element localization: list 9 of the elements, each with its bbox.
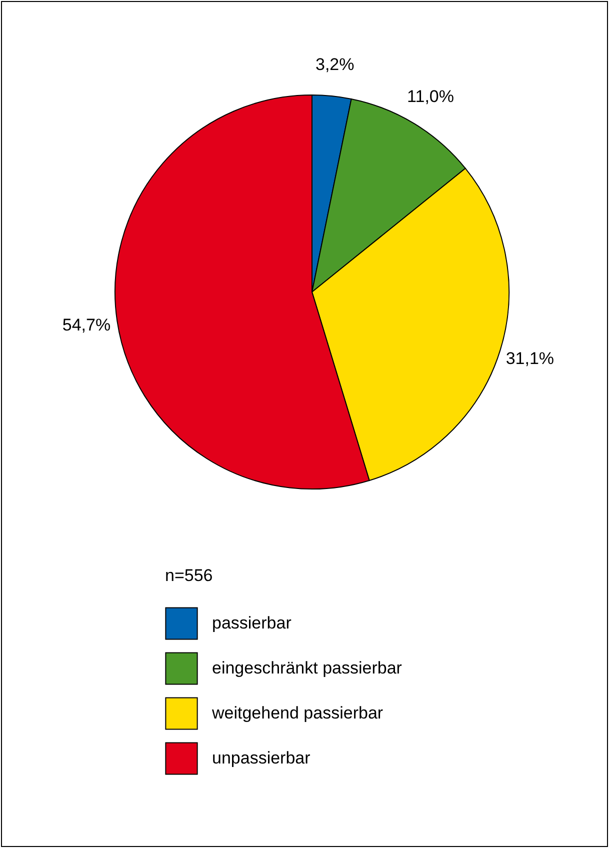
legend-label: passierbar <box>212 614 292 632</box>
legend-label: unpassierbar <box>212 748 311 768</box>
data-label: 54,7% <box>62 316 111 335</box>
legend-label: weitgehend passierbar <box>211 704 384 722</box>
data-label: 31,1% <box>506 349 554 368</box>
data-label: 11,0% <box>407 87 454 106</box>
legend-label: eingeschränkt passierbar <box>212 658 402 678</box>
legend-title: n=556 <box>165 566 213 585</box>
data-label: 3,2% <box>316 55 354 74</box>
